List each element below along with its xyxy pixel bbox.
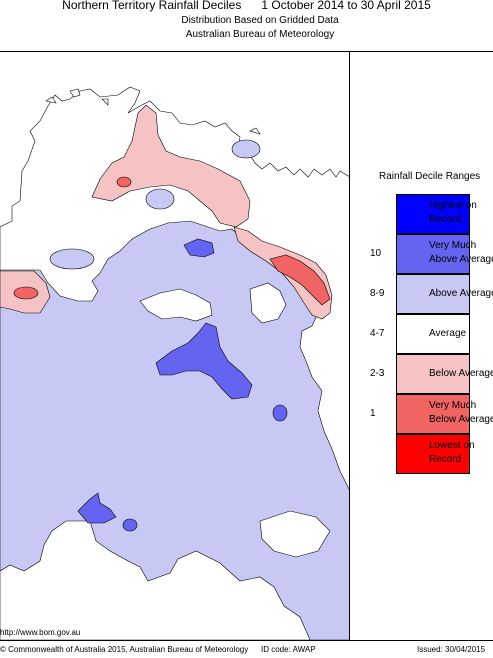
legend-range-label: 10 bbox=[370, 248, 382, 259]
very-much-below-patch-west bbox=[13, 286, 39, 300]
legend-category-label: Below Average bbox=[429, 368, 493, 379]
very-much-below-patch-north bbox=[116, 176, 132, 188]
legend-range-label: 2-3 bbox=[370, 368, 385, 379]
very-much-above-patch-central bbox=[155, 322, 253, 400]
very-much-above-patch-east bbox=[272, 404, 288, 422]
footer-issued: Issued: 30/04/2015 bbox=[417, 645, 486, 654]
legend-swatch bbox=[396, 434, 470, 474]
legend-swatch bbox=[396, 194, 470, 234]
legend-swatch bbox=[396, 354, 470, 394]
above-average-patch-west bbox=[145, 188, 175, 210]
legend-category-label: Highest on Record bbox=[429, 200, 477, 225]
very-much-above-patch-southwest bbox=[77, 492, 117, 524]
map-top-border bbox=[0, 51, 493, 52]
legend-category-label: Lowest on Record bbox=[429, 440, 475, 465]
legend-category-label: Very Much Below Average bbox=[429, 400, 493, 425]
footer-divider bbox=[0, 640, 493, 641]
very-much-above-patch-south bbox=[122, 518, 138, 532]
average-area-south bbox=[259, 510, 331, 558]
below-average-region-north bbox=[91, 104, 251, 228]
map-title: Northern Territory Rainfall Deciles 1 Oc… bbox=[62, 0, 431, 12]
average-area-center bbox=[139, 288, 213, 322]
rainfall-decile-map bbox=[0, 51, 350, 640]
legend-swatch bbox=[396, 394, 470, 434]
above-average-patch-north bbox=[231, 139, 261, 159]
legend-range-label: 8-9 bbox=[370, 288, 385, 299]
very-much-above-patch-north bbox=[183, 238, 215, 258]
map-subtitle-agency: Australian Bureau of Meteorology bbox=[185, 29, 335, 40]
island-marks bbox=[45, 88, 261, 135]
legend-category-label: Average bbox=[429, 328, 467, 339]
footer-url[interactable]: http://www.bom.gov.au bbox=[0, 628, 81, 637]
legend-range-label: 1 bbox=[370, 408, 376, 419]
legend-swatch bbox=[396, 234, 470, 274]
map-subtitle-distribution: Distribution Based on Gridded Data bbox=[181, 15, 339, 26]
legend-category-label: Above Average bbox=[429, 288, 493, 299]
legend-swatch bbox=[396, 274, 470, 314]
legend-range-label: 4-7 bbox=[370, 328, 385, 339]
above-average-patch-coast bbox=[49, 248, 95, 270]
footer-id-code: ID code: AWAP bbox=[261, 645, 316, 654]
footer-copyright: © Commonwealth of Australia 2015, Austra… bbox=[0, 645, 249, 654]
very-much-below-patch-northeast bbox=[269, 254, 331, 306]
average-area-east bbox=[249, 282, 287, 324]
legend-swatch bbox=[396, 314, 470, 354]
legend-title: Rainfall Decile Ranges bbox=[379, 171, 481, 182]
legend-category-label: Very Much Above Average bbox=[429, 240, 493, 265]
